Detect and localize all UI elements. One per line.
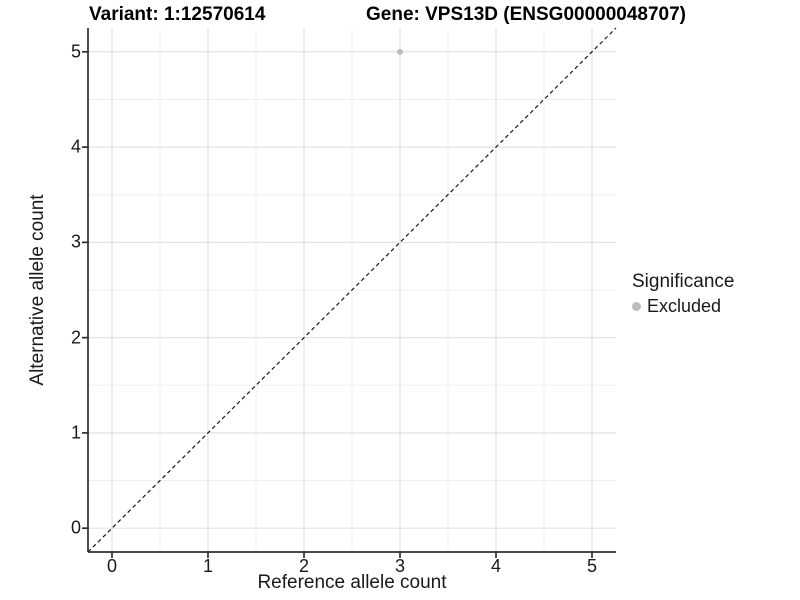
legend: Significance Excluded — [632, 271, 734, 317]
x-tick-label: 0 — [106, 556, 117, 576]
x-tick-label: 1 — [202, 556, 213, 576]
x-axis-title: Reference allele count — [257, 572, 447, 593]
plot-title-gene: Gene: VPS13D (ENSG00000048707) — [366, 4, 687, 25]
y-axis-title: Alternative allele count — [27, 194, 48, 386]
y-tick-label: 2 — [70, 327, 81, 348]
x-tick-label: 4 — [490, 556, 501, 576]
identity-reference-line — [87, 27, 617, 553]
x-tick-label: 3 — [394, 556, 405, 576]
y-tick-label: 3 — [70, 231, 81, 252]
legend-title: Significance — [632, 271, 735, 292]
y-tick-label: 5 — [70, 41, 81, 62]
y-tick-label: 4 — [70, 136, 81, 157]
y-tick-label: 1 — [70, 422, 81, 443]
legend-item-excluded: Excluded — [632, 296, 734, 317]
plot-title-variant: Variant: 1:12570614 — [89, 4, 266, 25]
y-tick-label: 0 — [70, 517, 81, 538]
x-tick-label: 2 — [298, 556, 309, 576]
x-tick-label: 5 — [586, 556, 597, 576]
data-point — [397, 48, 403, 55]
legend-marker-dot-icon — [632, 302, 641, 311]
legend-item-label: Excluded — [647, 296, 722, 316]
